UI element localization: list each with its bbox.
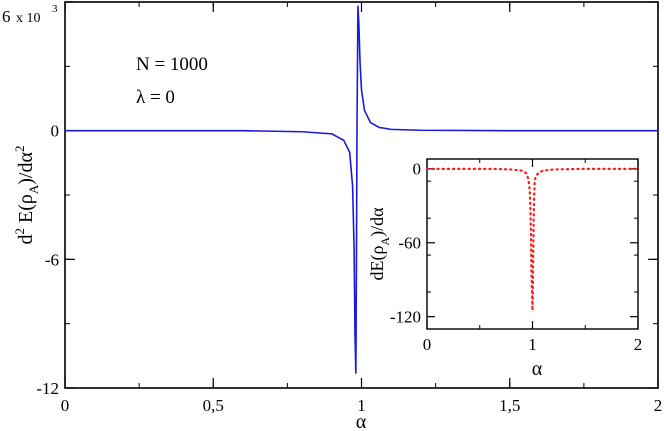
main-y-top-label: 6 x 10 3: [2, 3, 58, 26]
inset-ticks: 0 1 2 0 -60 -120: [390, 159, 642, 354]
inset-y-axis-title: dE(ρA)/dα: [367, 207, 392, 281]
main-ticks: 0 0,5 1 1,5 2-12-60: [36, 1, 663, 415]
main-y-tick-label: 0: [51, 122, 60, 141]
main-y-tick-label: -12: [36, 379, 59, 398]
inset-series: [425, 167, 640, 312]
inset-series-line: [425, 167, 640, 312]
main-x-tick-label: 1: [357, 396, 366, 415]
annotation-lambda: λ = 0: [136, 87, 175, 108]
main-series-line: [65, 5, 658, 374]
main-y-axis-title: d2 E(ρA)/dα2: [12, 146, 41, 245]
inset-x-tick-label: 2: [634, 335, 643, 354]
inset-plot: 0 1 2 0 -60 -120 α dE(ρA)/dα: [367, 158, 642, 380]
inset-y-tick-label: 0: [413, 159, 422, 178]
annotation-n: N = 1000: [136, 54, 208, 75]
inset-y-tick-label: -60: [398, 233, 421, 252]
inset-y-tick-label: -120: [390, 307, 421, 326]
inset-x-axis-title: α: [532, 358, 543, 380]
inset-x-tick-label: 1: [528, 335, 537, 354]
main-y-tick-label: -6: [45, 250, 59, 269]
main-x-axis-title: α: [356, 411, 367, 431]
inset-x-tick-label: 0: [423, 335, 432, 354]
main-x-tick-label: 1,5: [499, 396, 520, 415]
main-x-tick-label: 2: [654, 396, 663, 415]
main-x-tick-label: 0: [61, 396, 70, 415]
main-y-unit-exponent: 3: [52, 3, 58, 15]
main-series: [65, 5, 658, 374]
main-y-unit-label: x 10: [16, 11, 41, 26]
main-x-tick-label: 0,5: [203, 396, 224, 415]
main-y-top-tick-label: 6: [2, 7, 11, 26]
